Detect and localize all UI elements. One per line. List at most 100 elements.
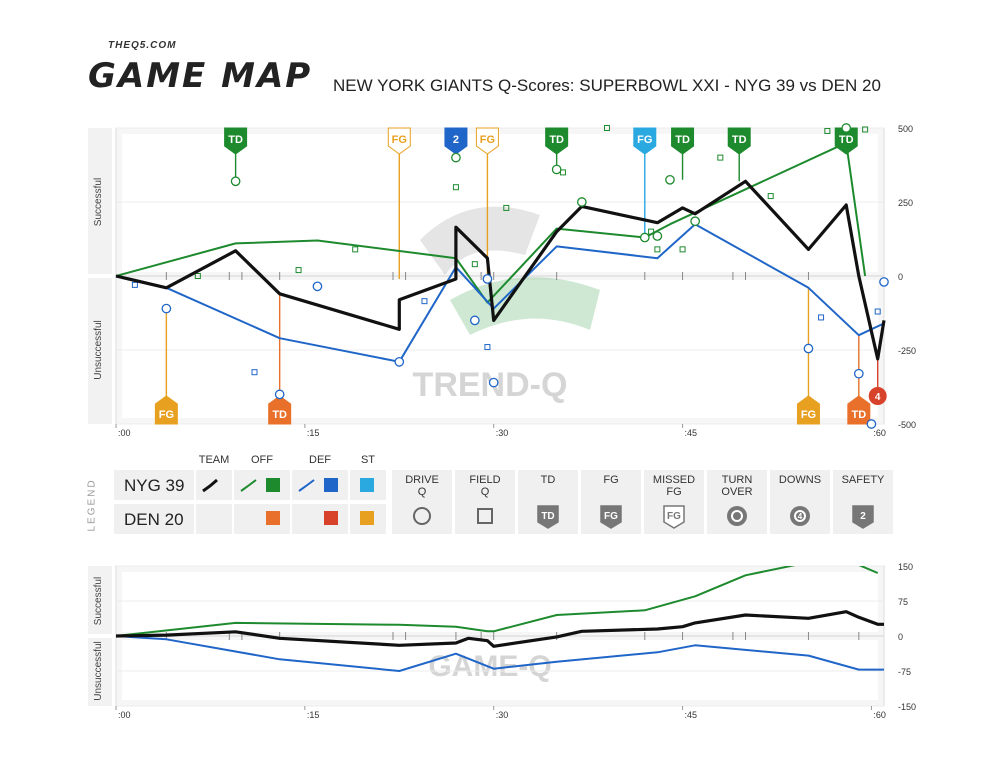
drive-q-point-15: [488, 377, 499, 388]
event-badge-top-7-label: TD: [732, 134, 747, 146]
drive-q-point-9: [469, 315, 480, 326]
drive-q-point-1: [312, 281, 323, 292]
game_q-xtick-4: :60: [873, 710, 886, 720]
trend_q-xtick-0: :00: [118, 428, 131, 438]
event-badge-bottom-3-label: TD: [851, 409, 866, 421]
event-badge-top-0-label: TD: [228, 134, 243, 146]
trend_q-xtick-3: :45: [685, 428, 698, 438]
game_q-ytick-3: -75: [898, 667, 911, 677]
drive-q-point-10: [639, 232, 650, 243]
event-badge-top-3-label: FG: [480, 134, 495, 146]
game-series-team: [116, 610, 884, 648]
game_q-ytick-4: -150: [898, 702, 916, 712]
event-badge-top-4: TD: [545, 127, 569, 155]
drive-q-point-0: [230, 176, 241, 187]
drive-q-point-8: [841, 123, 852, 133]
legend-col-st: ST: [360, 454, 376, 466]
event-badge-top-5: FG: [633, 127, 657, 155]
event-badge-bottom-0: FG: [154, 395, 178, 425]
event-badge-top-1-label: FG: [392, 134, 407, 146]
legend-col-team: TEAM: [198, 454, 230, 466]
trend_q-ylabel-top: Successful: [93, 178, 104, 226]
trend_q-group: SuccessfulUnsuccessfulTREND-Q5002500-250…: [88, 123, 916, 438]
drive-q-point-11: [652, 231, 663, 241]
event-badge-top-1: FG: [387, 127, 411, 155]
legend: LEGEND NYG 39 DEN 20 TEAM OFF DEF ST: [86, 454, 890, 534]
event-badge-top-2: 2: [444, 127, 468, 155]
drive-q-point-7: [690, 216, 700, 227]
legend-team-nyg: NYG 39: [124, 476, 185, 495]
event-badge-bottom-1: TD: [268, 395, 292, 425]
field-q-point-2: [295, 267, 302, 274]
event-badge-top-6-label: TD: [675, 134, 690, 146]
field-q-point-15: [818, 314, 825, 321]
game_q-side-bottom: [88, 638, 112, 706]
trend_q-xtick-4: :60: [873, 428, 886, 438]
field-q-point-12: [679, 246, 686, 253]
game_q-side-top: [88, 566, 112, 634]
field-q-point-0: [131, 281, 138, 288]
game_q-ytick-2: 0: [898, 632, 903, 642]
field-q-point-6: [471, 261, 478, 268]
game_q-ytick-0: 150: [898, 562, 913, 572]
event-badge-top-3: FG: [475, 127, 499, 155]
field-q-point-19: [484, 344, 491, 351]
field-q-point-18: [874, 308, 881, 315]
trend_q-ytick-4: -500: [898, 420, 916, 430]
field-q-point-20: [251, 369, 258, 376]
drive-q-point-17: [853, 368, 864, 379]
game-series-off: [116, 566, 879, 637]
downs-marker: [868, 387, 887, 405]
event-badge-bottom-3: TD: [847, 395, 871, 425]
drive-q-point-3: [482, 274, 493, 284]
drive-q-point-4: [551, 164, 562, 175]
game-q-series-group: [116, 566, 884, 672]
event-badge-top-7: TD: [727, 127, 751, 155]
field-q-point-13: [717, 154, 724, 161]
field-q-point-9: [604, 125, 611, 131]
trend-series-team: [115, 179, 886, 361]
game_q-upper-band: [122, 572, 878, 632]
field-q-point-11: [654, 246, 661, 253]
drive-q-point-14: [394, 356, 405, 367]
game_q-ytick-1: 75: [898, 597, 908, 607]
legend-side-label: LEGEND: [86, 478, 98, 532]
trend_q-ytick-3: -250: [898, 346, 916, 356]
field-q-point-17: [862, 126, 869, 133]
field-q-point-5: [452, 184, 459, 191]
field-q-point-1: [194, 273, 201, 279]
event-badge-top-4-label: TD: [549, 134, 564, 146]
trend_q-xtick-1: :15: [307, 428, 320, 438]
event-badge-bottom-0-label: FG: [159, 409, 174, 421]
legend-col-def: DEF: [309, 454, 331, 466]
downs-marker-label: 4: [875, 392, 881, 403]
drive-q-point-12: [161, 303, 172, 314]
game_q-ylabel-top: Successful: [93, 577, 104, 625]
event-badge-top-0: TD: [224, 127, 248, 155]
trend_q-side-bottom: [88, 278, 112, 424]
legend-team-den: DEN 20: [124, 510, 184, 529]
event-badge-top-6: TD: [671, 127, 695, 155]
drive-q-point-13: [274, 389, 285, 400]
drive-q-point-19: [866, 419, 877, 429]
drive-q-point-2: [451, 152, 461, 163]
event-badge-bottom-1-label: TD: [272, 409, 287, 421]
event-badge-bottom-2-label: FG: [801, 409, 816, 421]
trend_q-side-top: [88, 128, 112, 274]
event-badge-bottom-2: FG: [796, 395, 820, 425]
trend_q-ylabel-bottom: Unsuccessful: [93, 320, 104, 379]
brand-site: THEQ5.COM: [108, 40, 177, 51]
field-q-point-7: [503, 204, 510, 211]
trend_q-xtick-2: :30: [496, 428, 509, 438]
field-q-point-4: [421, 298, 428, 305]
field-q-point-3: [352, 246, 359, 253]
drive-q-point-18: [879, 277, 889, 287]
trend_q-ytick-1: 250: [898, 198, 913, 208]
trend_q-ytick-2: 0: [898, 272, 903, 282]
event-badge-top-8: TD: [834, 127, 858, 155]
event-badge-top-2-label: 2: [453, 134, 459, 146]
game_q-xtick-0: :00: [118, 710, 131, 720]
brand-logo-text: GAME MAP: [88, 56, 313, 96]
